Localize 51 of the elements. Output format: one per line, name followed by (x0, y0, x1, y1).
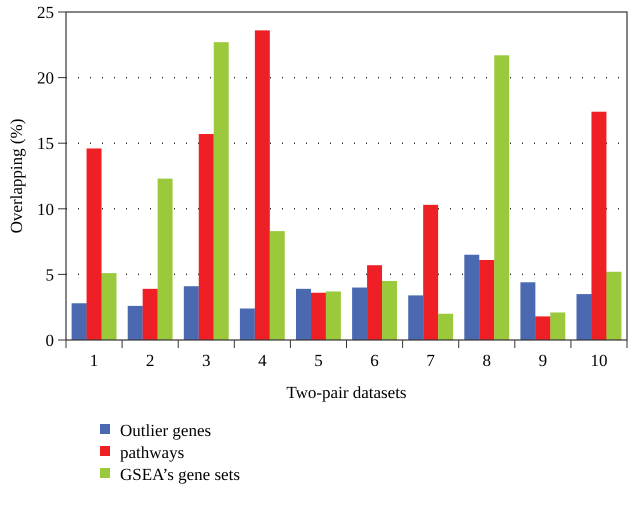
legend-label: Outlier genes (120, 420, 212, 440)
bar (72, 303, 87, 340)
bar (102, 273, 116, 340)
bar (310, 292, 326, 340)
bar (270, 231, 285, 340)
bar (254, 30, 270, 340)
x-tick-label: 10 (590, 351, 608, 370)
y-tick-label: 10 (37, 200, 54, 219)
x-tick-label: 7 (426, 351, 436, 370)
y-axis-title: Overlapping (%) (7, 118, 26, 234)
x-axis-title: Two-pair datasets (286, 383, 407, 402)
y-tick-label: 5 (46, 265, 54, 284)
bar (464, 254, 480, 340)
legend-label: pathways (120, 442, 184, 462)
x-tick-label: 6 (370, 351, 379, 370)
bar (128, 306, 143, 340)
bar (214, 42, 229, 340)
y-tick-label: 15 (37, 134, 54, 154)
bar (479, 260, 494, 340)
bar (382, 280, 397, 340)
y-tick-label: 25 (37, 2, 54, 22)
x-tick-label: 3 (202, 351, 210, 370)
bar (367, 265, 382, 340)
y-tick-label: 0 (46, 330, 54, 350)
bar (535, 316, 550, 340)
bar (591, 112, 606, 340)
bar (494, 55, 510, 340)
bar (142, 288, 158, 340)
bar (184, 286, 199, 340)
x-tick-label: 4 (258, 351, 268, 370)
bar (352, 288, 368, 340)
bar (408, 295, 424, 340)
bar (326, 291, 341, 340)
bar (576, 294, 592, 340)
x-tick-label: 2 (146, 351, 154, 370)
x-tick-label: 5 (314, 351, 323, 370)
bar (423, 204, 438, 340)
bar (606, 272, 622, 340)
bar (86, 148, 102, 340)
bar (438, 314, 454, 340)
x-tick-label: 9 (538, 351, 548, 370)
x-tick-label: 1 (90, 351, 98, 370)
y-tick-label: 20 (37, 68, 54, 88)
bar (240, 308, 255, 340)
x-tick-label: 8 (482, 351, 491, 370)
bar (158, 178, 173, 340)
bar (198, 134, 214, 340)
bar (296, 288, 311, 340)
legend-label: GSEA’s gene sets (120, 464, 240, 484)
bar (520, 282, 536, 340)
bar (550, 312, 566, 340)
